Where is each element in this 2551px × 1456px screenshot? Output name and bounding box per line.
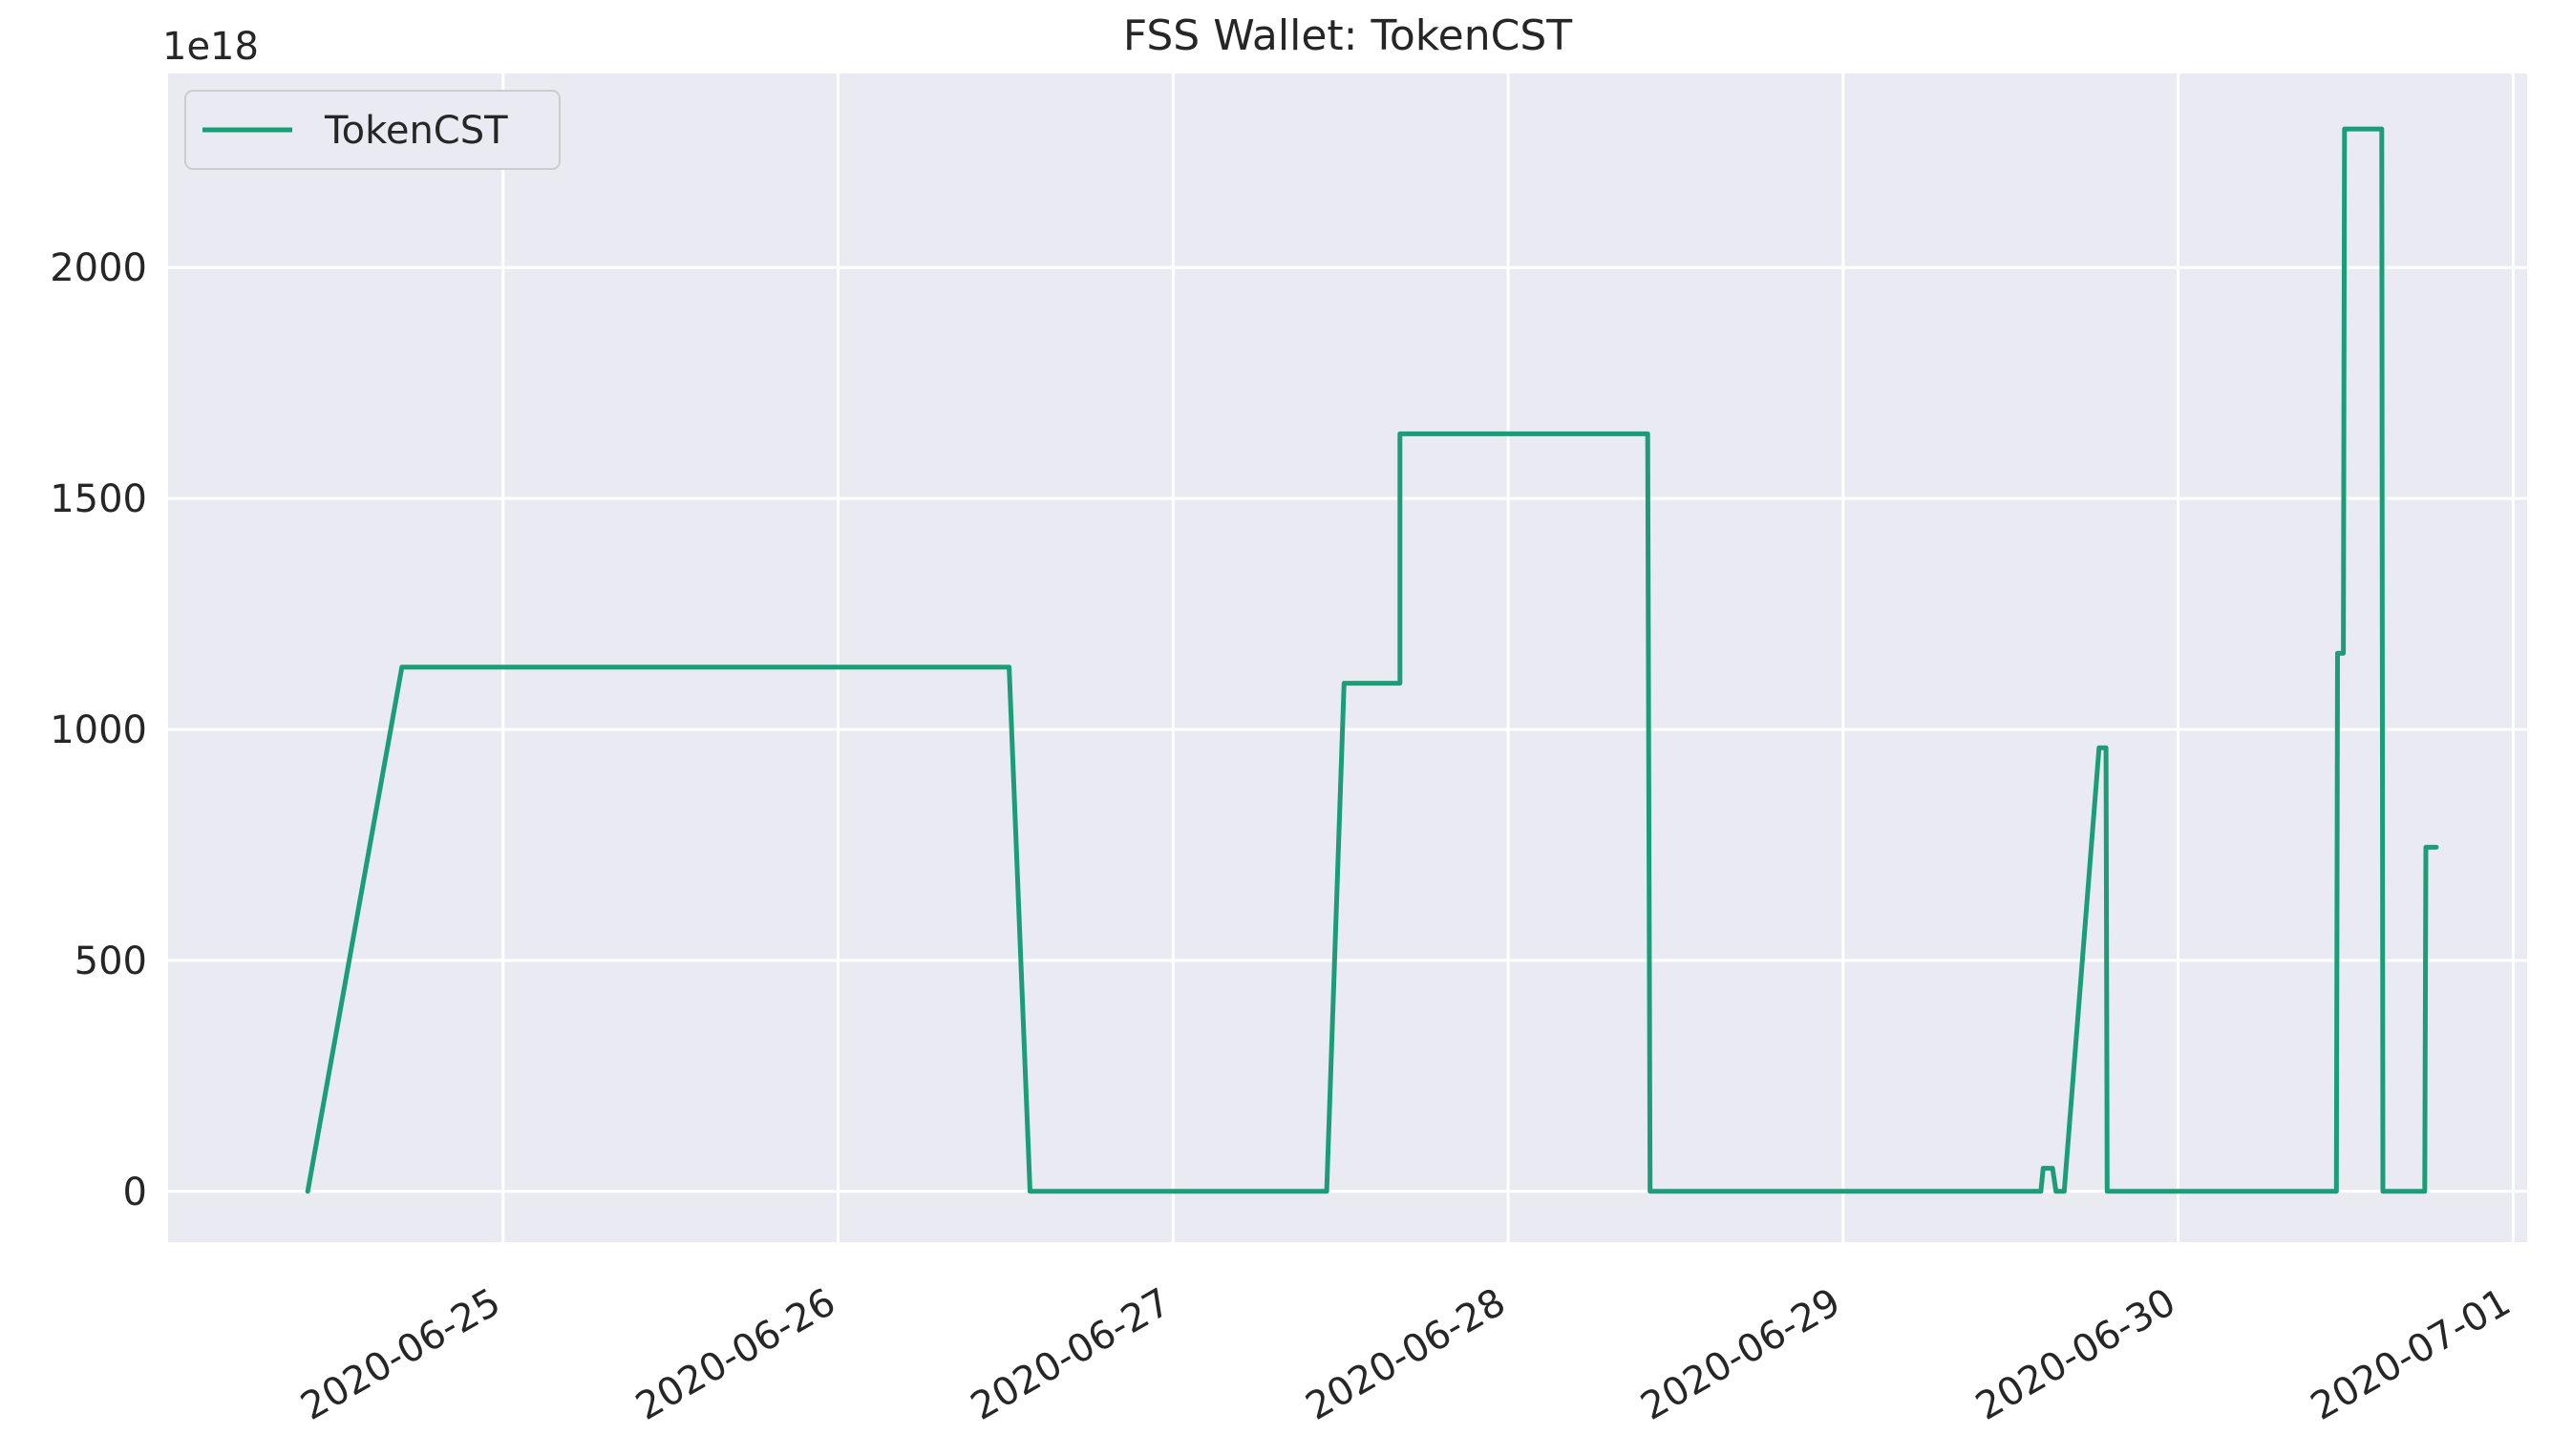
x-tick-label: 2020-06-28 [1299, 1280, 1513, 1429]
y-tick-label: 500 [74, 939, 147, 983]
chart-title: FSS Wallet: TokenCST [1123, 11, 1572, 60]
x-tick-label: 2020-06-26 [628, 1280, 842, 1429]
grid [168, 74, 2527, 1242]
x-tick-label: 2020-06-30 [1968, 1280, 2182, 1429]
series-line [305, 126, 2439, 1194]
x-tick-label: 2020-06-27 [964, 1280, 1178, 1429]
x-axis: 2020-06-25 2020-06-26 2020-06-27 2020-06-28… [293, 1280, 2518, 1429]
y-tick-label: 1000 [50, 708, 147, 752]
legend-label: TokenCST [324, 109, 508, 153]
y-axis: 0 500 1000 1500 2000 [50, 246, 147, 1214]
x-tick-label: 2020-07-01 [2304, 1280, 2518, 1429]
y-tick-label: 1500 [50, 477, 147, 521]
x-tick-label: 2020-06-29 [1634, 1280, 1848, 1429]
x-tick-label: 2020-06-25 [293, 1280, 507, 1429]
y-tick-label: 2000 [50, 246, 147, 290]
y-offset-text: 1e18 [162, 25, 259, 69]
legend: TokenCST [184, 90, 561, 170]
y-tick-label: 0 [123, 1171, 147, 1214]
plot-area [168, 74, 2527, 1242]
legend-box [184, 90, 561, 170]
series-layer [305, 126, 2439, 1194]
